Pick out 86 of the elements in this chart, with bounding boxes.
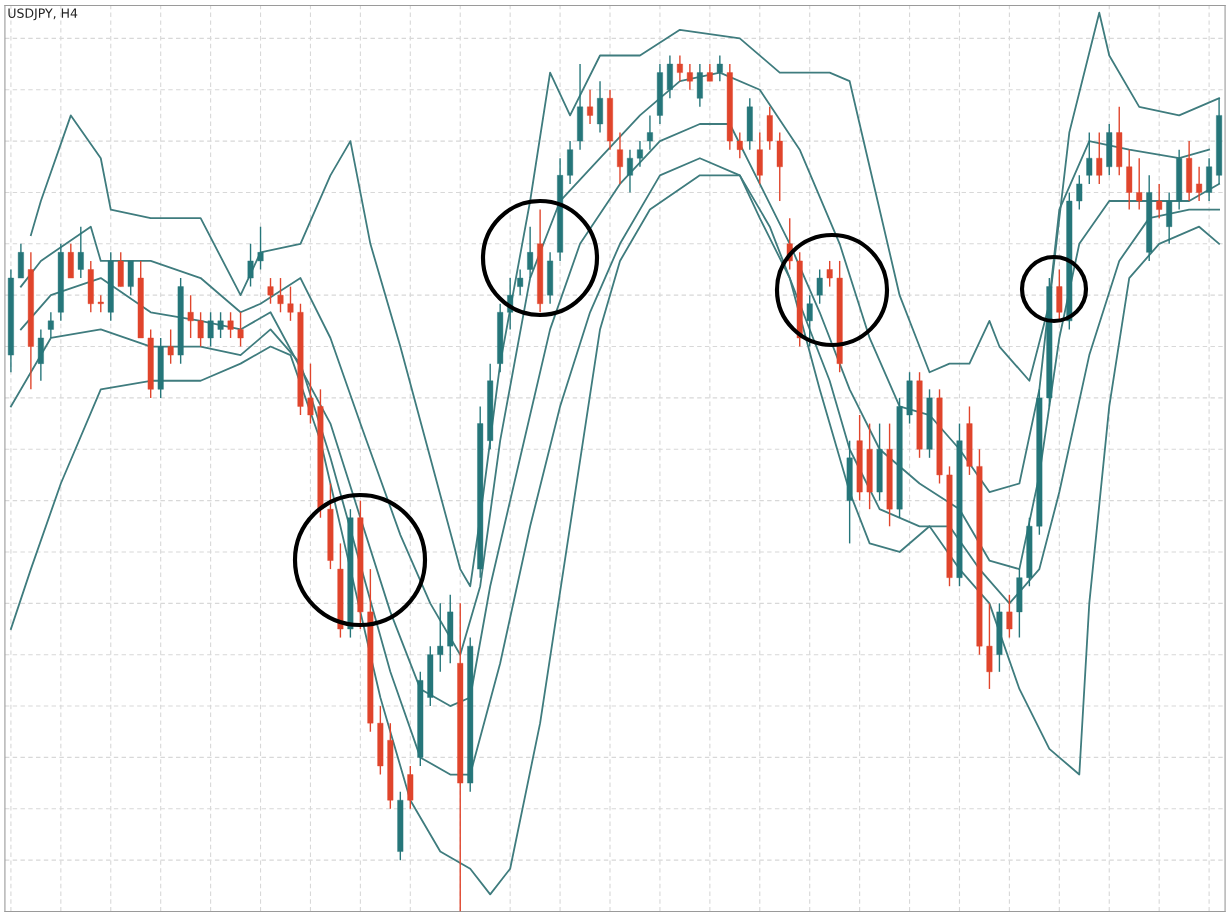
candlestick: [347, 508, 354, 639]
candlestick: [996, 602, 1003, 673]
candlestick: [876, 422, 883, 502]
chart-title: USDJPY, H4: [8, 8, 78, 21]
candlestick: [207, 311, 214, 348]
candlestick: [157, 337, 164, 399]
candlestick: [716, 54, 723, 82]
candlestick: [227, 311, 234, 339]
candlestick: [886, 422, 893, 527]
candlestick: [237, 311, 244, 348]
candlestick: [1106, 123, 1113, 177]
candlestick: [267, 277, 274, 305]
candlestick: [1096, 131, 1103, 185]
candlestick: [796, 251, 803, 348]
candlestick: [447, 594, 454, 664]
candlestick: [197, 311, 204, 348]
candlestick: [1026, 517, 1033, 587]
candlestick: [127, 260, 134, 296]
candlestick: [317, 388, 324, 519]
candlestick: [926, 388, 933, 459]
candlestick: [946, 465, 953, 587]
candlestick: [47, 311, 54, 339]
candlestick: [776, 131, 783, 202]
candlestick: [177, 277, 184, 365]
candlestick: [1006, 594, 1013, 639]
candlestick: [866, 422, 873, 510]
candlestick: [896, 397, 903, 519]
candlestick: [846, 440, 853, 545]
candlestick: [337, 542, 344, 639]
candlestick: [297, 303, 304, 416]
candlestick: [906, 371, 913, 425]
candlestick: [706, 63, 713, 82]
candlestick: [187, 294, 194, 339]
candlestick: [826, 260, 833, 288]
candlestick: [107, 251, 114, 322]
candlestick: [367, 568, 374, 733]
candlestick: [1076, 174, 1083, 211]
candlestick: [327, 482, 334, 570]
candlestick: [357, 499, 364, 630]
candlestick: [756, 131, 763, 185]
candlestick: [467, 636, 474, 793]
candlestick: [1156, 183, 1163, 219]
candlestick: [117, 251, 124, 288]
candlestick: [427, 645, 434, 707]
candlestick: [167, 328, 174, 365]
candlestick: [1036, 388, 1043, 536]
candlestick: [1136, 157, 1143, 211]
candlestick: [387, 722, 394, 810]
candlestick: [936, 388, 943, 485]
candlestick: [137, 260, 144, 339]
candlestick: [686, 63, 693, 91]
candlestick: [147, 328, 154, 399]
candlestick: [976, 448, 983, 656]
candlestick: [856, 414, 863, 502]
candlestick: [956, 422, 963, 587]
candlestick: [1046, 277, 1053, 408]
candlestick: [1066, 191, 1073, 331]
candlestick: [417, 671, 424, 767]
candlestick: [1126, 148, 1133, 211]
candlestick: [816, 268, 823, 305]
candlestick: [746, 97, 753, 151]
candlestick: [277, 277, 284, 313]
candlestick: [257, 225, 264, 271]
candlestick: [247, 243, 254, 288]
candlestick: [1016, 568, 1023, 639]
candlestick: [437, 602, 444, 673]
candlestick: [1146, 174, 1153, 262]
candlestick: [407, 765, 414, 810]
candlestick: [966, 405, 973, 476]
candlestick: [1116, 106, 1123, 177]
candlestick: [307, 362, 314, 425]
candlestick: [517, 268, 524, 296]
candlestick: [87, 260, 94, 313]
candlestick: [986, 602, 993, 690]
candlestick: [477, 405, 484, 579]
candlestick: [397, 790, 404, 861]
candlestick: [836, 260, 843, 373]
candlestick: [1086, 131, 1093, 185]
candlestick: [806, 294, 813, 348]
candlestick: [766, 106, 773, 151]
candlestick: [1196, 166, 1203, 202]
candlestick: [916, 371, 923, 459]
candlestick: [287, 285, 294, 322]
candlestick: [377, 705, 384, 776]
candlestick: [736, 131, 743, 159]
candlestick: [217, 311, 224, 339]
